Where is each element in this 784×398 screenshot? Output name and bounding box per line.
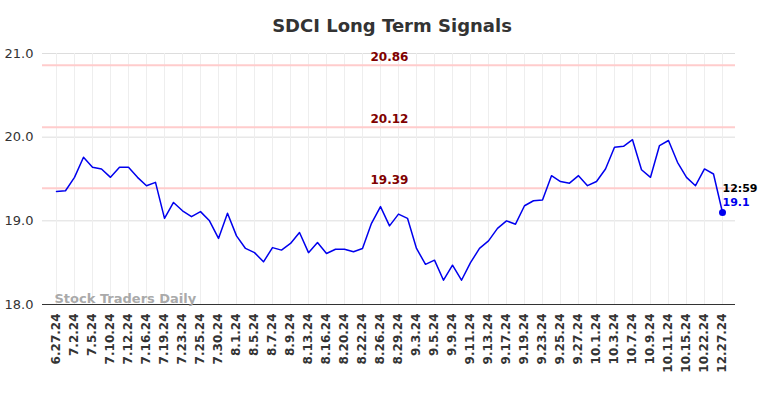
svg-text:Stock Traders Daily: Stock Traders Daily: [55, 291, 197, 306]
svg-text:10.3.24: 10.3.24: [607, 314, 621, 365]
svg-text:19.1: 19.1: [723, 196, 750, 209]
svg-text:8.7.24: 8.7.24: [265, 314, 279, 357]
svg-text:20.86: 20.86: [371, 50, 409, 64]
svg-text:10.11.24: 10.11.24: [661, 314, 675, 373]
svg-text:10.7.24: 10.7.24: [625, 314, 639, 365]
svg-text:9.23.24: 9.23.24: [535, 314, 549, 365]
svg-text:9.9.24: 9.9.24: [445, 314, 459, 357]
svg-text:9.3.24: 9.3.24: [409, 314, 423, 357]
svg-text:8.29.24: 8.29.24: [391, 314, 405, 365]
svg-text:7.23.24: 7.23.24: [175, 314, 189, 365]
svg-text:8.5.24: 8.5.24: [247, 314, 261, 357]
svg-text:9.5.24: 9.5.24: [427, 314, 441, 357]
svg-text:8.16.24: 8.16.24: [319, 314, 333, 365]
svg-text:7.30.24: 7.30.24: [211, 314, 225, 365]
svg-text:7.2.24: 7.2.24: [67, 314, 81, 357]
svg-text:7.12.24: 7.12.24: [121, 314, 135, 365]
svg-text:19.39: 19.39: [371, 173, 409, 187]
svg-text:9.19.24: 9.19.24: [517, 314, 531, 365]
svg-text:9.27.24: 9.27.24: [571, 314, 585, 365]
svg-text:8.20.24: 8.20.24: [337, 314, 351, 365]
svg-text:18.0: 18.0: [5, 297, 34, 312]
svg-text:9.13.24: 9.13.24: [481, 314, 495, 365]
svg-text:6.27.24: 6.27.24: [49, 314, 63, 365]
svg-text:7.19.24: 7.19.24: [157, 314, 171, 365]
svg-text:7.10.24: 7.10.24: [103, 314, 117, 365]
svg-text:21.0: 21.0: [5, 46, 34, 61]
svg-text:10.15.24: 10.15.24: [679, 314, 693, 373]
svg-text:8.9.24: 8.9.24: [283, 314, 297, 357]
svg-text:10.1.24: 10.1.24: [589, 314, 603, 365]
svg-text:20.0: 20.0: [5, 129, 34, 144]
svg-text:7.5.24: 7.5.24: [85, 314, 99, 357]
svg-text:7.16.24: 7.16.24: [139, 314, 153, 365]
svg-text:20.12: 20.12: [371, 112, 409, 126]
svg-text:12:59: 12:59: [723, 182, 758, 195]
svg-text:7.25.24: 7.25.24: [193, 314, 207, 365]
svg-text:8.1.24: 8.1.24: [229, 314, 243, 357]
svg-text:9.11.24: 9.11.24: [463, 314, 477, 365]
svg-text:10.22.24: 10.22.24: [697, 314, 711, 373]
svg-text:9.25.24: 9.25.24: [553, 314, 567, 365]
svg-text:12.27.24: 12.27.24: [715, 314, 729, 373]
svg-text:8.13.24: 8.13.24: [301, 314, 315, 365]
svg-text:8.22.24: 8.22.24: [355, 314, 369, 365]
html-text:SDCI Long Term Signals: SDCI Long Term Signals: [272, 15, 512, 36]
svg-text:19.0: 19.0: [5, 213, 34, 228]
svg-text:9.17.24: 9.17.24: [499, 314, 513, 365]
svg-text:10.9.24: 10.9.24: [643, 314, 657, 365]
svg-text:8.26.24: 8.26.24: [373, 314, 387, 365]
